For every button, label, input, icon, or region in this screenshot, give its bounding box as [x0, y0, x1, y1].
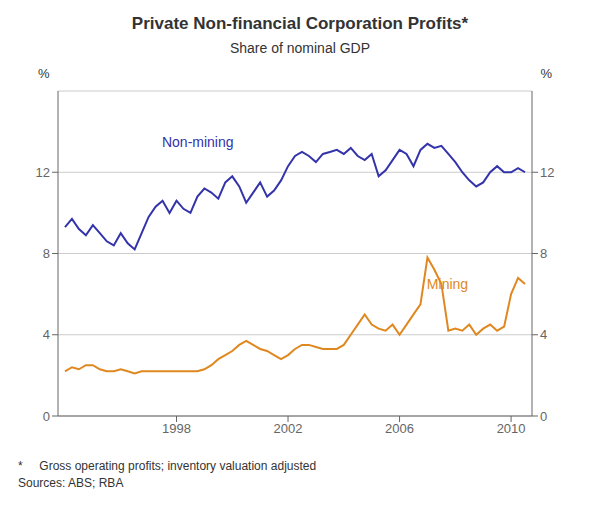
html-text:Private Non-financial Corporat: Private Non-financial Corporation Profit… [131, 14, 469, 33]
svg-text:0: 0 [43, 409, 50, 424]
svg-text:1998: 1998 [162, 421, 191, 436]
svg-text:4: 4 [540, 327, 547, 342]
svg-text:Mining: Mining [427, 276, 468, 292]
html-text:* Gross operating profits; inv: * Gross operating profits; inventory val… [18, 459, 317, 473]
svg-text:12: 12 [540, 165, 554, 180]
svg-text:12: 12 [36, 165, 50, 180]
svg-text:4: 4 [43, 327, 50, 342]
svg-text:0: 0 [540, 409, 547, 424]
svg-text:2002: 2002 [274, 421, 303, 436]
html-text:Sources: ABS; RBA: Sources: ABS; RBA [18, 476, 124, 490]
svg-text:8: 8 [43, 246, 50, 261]
html-text:Share of nominal GDP: Share of nominal GDP [230, 40, 370, 56]
svg-text:8: 8 [540, 246, 547, 261]
svg-text:2010: 2010 [497, 421, 526, 436]
svg-text:2006: 2006 [385, 421, 414, 436]
svg-text:Non-mining: Non-mining [162, 134, 234, 150]
